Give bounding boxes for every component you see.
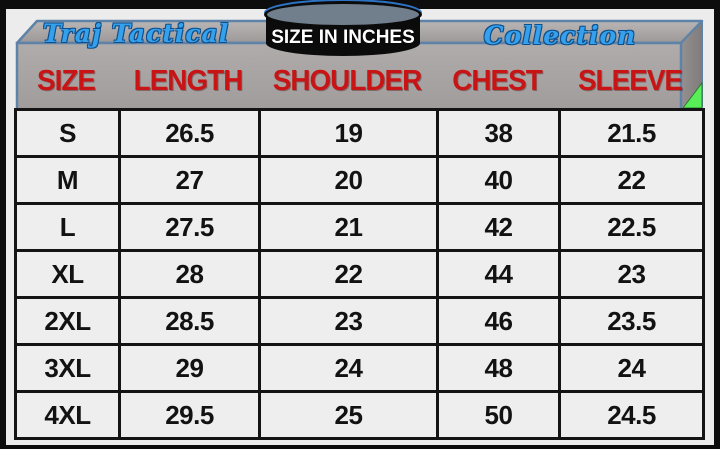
column-headers: SIZE LENGTH SHOULDER CHEST SLEEVE xyxy=(14,61,702,101)
brand-left-title: Traj Tactical xyxy=(42,19,230,48)
measurement-cell: 28.5 xyxy=(118,296,261,346)
brand-right-title: Collection xyxy=(483,21,637,50)
measurement-cell: 27.5 xyxy=(118,202,261,252)
column-header-length: LENGTH xyxy=(133,64,244,97)
measurement-cell: 46 xyxy=(436,296,561,346)
size-label-cell: S xyxy=(14,108,121,158)
measurement-cell: 23 xyxy=(258,296,439,346)
table-row: 2XL 28.5 23 46 23.5 xyxy=(14,296,705,346)
column-header-chest: CHEST xyxy=(452,64,543,97)
column-header-sleeve: SLEEVE xyxy=(577,64,683,97)
measurement-cell: 22.5 xyxy=(558,202,705,252)
size-label-cell: 4XL xyxy=(14,390,121,440)
size-table-body: S 26.5 19 38 21.5 M 27 20 40 22 L 27.5 21 42 22.5 XL 28 2… xyxy=(14,108,705,440)
measurement-cell: 23 xyxy=(558,249,705,299)
size-label-cell: 2XL xyxy=(14,296,121,346)
chart-panel: Traj Tactical Collection SIZE LENGTH SHO… xyxy=(6,1,714,445)
measurement-cell: 21.5 xyxy=(558,108,705,158)
measurement-cell: 44 xyxy=(436,249,561,299)
measurement-cell: 20 xyxy=(258,155,439,205)
measurement-cell: 42 xyxy=(436,202,561,252)
table-row: M 27 20 40 22 xyxy=(14,155,705,205)
measurement-cell: 40 xyxy=(436,155,561,205)
table-row: S 26.5 19 38 21.5 xyxy=(14,108,705,158)
measurement-cell: 50 xyxy=(436,390,561,440)
size-label-cell: L xyxy=(14,202,121,252)
measurement-cell: 22 xyxy=(558,155,705,205)
measurement-cell: 24.5 xyxy=(558,390,705,440)
measurement-cell: 24 xyxy=(558,343,705,393)
measurement-cell: 24 xyxy=(258,343,439,393)
measurement-cell: 25 xyxy=(258,390,439,440)
measurement-cell: 28 xyxy=(118,249,261,299)
measurement-cell: 23.5 xyxy=(558,296,705,346)
measurement-cell: 22 xyxy=(258,249,439,299)
measurement-cell: 19 xyxy=(258,108,439,158)
measurement-cell: 29.5 xyxy=(118,390,261,440)
table-row: 4XL 29.5 25 50 24.5 xyxy=(14,390,705,440)
badge-label: SIZE IN INCHES xyxy=(271,27,415,48)
size-in-inches-badge: SIZE IN INCHES xyxy=(264,1,422,56)
size-label-cell: XL xyxy=(14,249,121,299)
table-row: L 27.5 21 42 22.5 xyxy=(14,202,705,252)
size-table: S 26.5 19 38 21.5 M 27 20 40 22 L 27.5 21 42 22.5 XL 28 2… xyxy=(14,108,705,440)
measurement-cell: 38 xyxy=(436,108,561,158)
table-row: XL 28 22 44 23 xyxy=(14,249,705,299)
measurement-cell: 26.5 xyxy=(118,108,261,158)
measurement-cell: 29 xyxy=(118,343,261,393)
size-label-cell: 3XL xyxy=(14,343,121,393)
column-header-shoulder: SHOULDER xyxy=(272,64,423,97)
size-label-cell: M xyxy=(14,155,121,205)
measurement-cell: 21 xyxy=(258,202,439,252)
badge-cylinder-top xyxy=(264,1,422,28)
measurement-cell: 48 xyxy=(436,343,561,393)
column-header-size: SIZE xyxy=(36,64,96,97)
measurement-cell: 27 xyxy=(118,155,261,205)
table-row: 3XL 29 24 48 24 xyxy=(14,343,705,393)
